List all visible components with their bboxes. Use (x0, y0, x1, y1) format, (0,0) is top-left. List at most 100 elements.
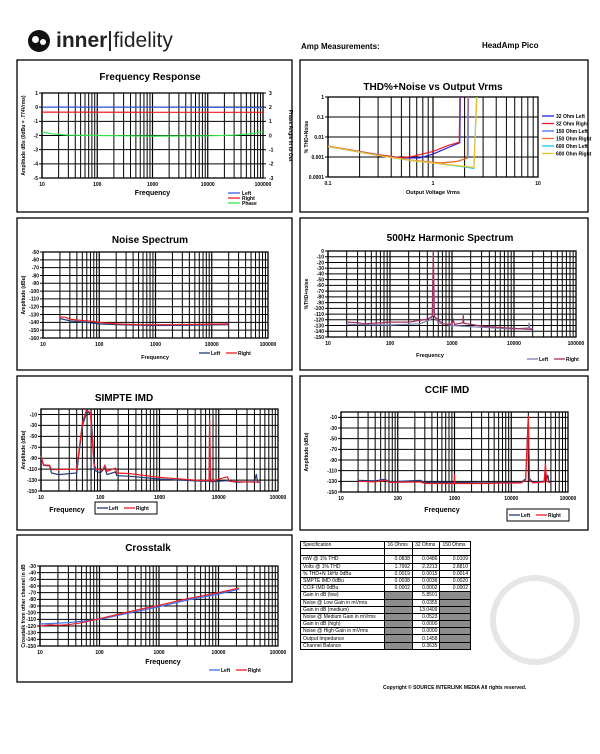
legend-label: Right (248, 668, 261, 674)
spec-label-cell: SMPTE IMD 0dBu (299, 576, 386, 586)
empty-cell (384, 591, 413, 600)
empty-cell (384, 620, 413, 629)
spec-label-cell: Gain in dB (medium) (299, 605, 386, 614)
table-row: Noise @ Low Gain in mVrms 0.0355 (299, 598, 471, 607)
y-tick-label: -130 (26, 630, 36, 636)
x-axis-label: Frequency (416, 353, 445, 359)
x-tick-label: 100000 (568, 341, 585, 347)
y2-tick-label: 0 (269, 133, 272, 139)
series-line-left (346, 253, 533, 330)
y-tick-label: -10 (330, 415, 337, 421)
x-tick-label: 100 (394, 496, 403, 502)
y-tick-label: 0 (35, 105, 38, 111)
spec-value-cell (411, 548, 441, 557)
y-axis-label: %THD+noise (304, 278, 310, 309)
y-tick-label: -90 (32, 281, 39, 287)
y-tick-label: -120 (314, 318, 324, 324)
legend-label: Left (211, 351, 221, 357)
y-tick-label: -5 (34, 176, 39, 182)
series-line-32-ohm-right (327, 96, 461, 159)
noise-chart: Noise Spectrum -50 -60-70 -80 -90 -100 -110 -12… (16, 217, 293, 371)
plot-area-border (39, 565, 279, 647)
table-row: mW @ 1% THD 0.0838 0.0486 0.0109 (299, 555, 471, 564)
y-tick-label: -80 (29, 597, 36, 603)
x-axis-label: Frequency (49, 507, 85, 514)
y-tick-label: -110 (27, 467, 37, 473)
column-header: Specification (299, 540, 386, 550)
spec-label-cell: Output Impedance (299, 634, 386, 643)
legend-label: Right (566, 357, 579, 363)
series-line-right (358, 415, 552, 485)
spec-value-cell: 13.0409 (411, 605, 441, 614)
x-tick-label: 1000 (147, 182, 158, 188)
y-tick-label: -130 (314, 323, 324, 329)
spec-label-cell: Channel Balance (299, 641, 386, 650)
y-tick-label: -30 (330, 426, 337, 432)
x-tick-label: 1 (432, 181, 435, 187)
legend-label: Left (242, 191, 252, 197)
y-tick-label: 1 (321, 95, 324, 101)
table-row: Gain in dB (low) 5.8501 (299, 591, 471, 600)
spec-value-cell: 2.2213 (411, 562, 441, 571)
innerfidelity-logo: inner fidelity (28, 28, 173, 54)
y-tick-label: -60 (317, 283, 324, 289)
x-tick-label: 10000 (507, 341, 521, 347)
x-tick-label: 100000 (260, 342, 277, 348)
x-axis-label: Frequency (424, 507, 460, 514)
column-header: 16 Ohms (384, 540, 413, 550)
y2-tick-label: -3 (269, 176, 274, 182)
spec-label-cell: CCIF IMD 0dBu (299, 584, 386, 593)
y-tick-label: 0.1 (317, 115, 324, 121)
chart-legend: Left Right (506, 508, 570, 522)
spec-label-cell: Noise @ High Gain in mVrms (299, 627, 386, 636)
y-tick-label: -50 (330, 436, 337, 442)
chart-panel-border (16, 375, 293, 531)
logo-text-bold: inner (56, 29, 108, 52)
empty-cell (384, 627, 413, 636)
chart-panel-border (299, 375, 589, 531)
legend-label: 150 Ohm Left (556, 129, 588, 135)
spec-label-cell: Gain in dB (low) (299, 591, 386, 600)
y-tick-label: -70 (330, 447, 337, 453)
table-row: Output Impedance 0.1458 (299, 634, 471, 643)
y-tick-label: -4 (34, 162, 39, 168)
x-axis-label: Frequency (141, 355, 170, 361)
legend-label: Right (238, 351, 251, 357)
x-tick-label: 10 (40, 342, 46, 348)
x-axis-label: Frequency (145, 659, 181, 666)
x-tick-label: 10 (39, 182, 45, 188)
y-tick-label: -30 (30, 423, 37, 429)
chart-legend: Left Right (527, 357, 579, 363)
harmonic-chart: 500Hz Harmonic Spectrum0-10-20-30-40-50-… (299, 217, 589, 371)
y-tick-label: -50 (30, 434, 37, 440)
y-tick-label: -150 (314, 335, 324, 341)
legend-label: 32 Ohm Right (556, 121, 589, 127)
y-tick-label: -10 (30, 412, 37, 418)
legend-label: Right (548, 513, 561, 519)
x-tick-label: 10000 (212, 650, 226, 656)
y-tick-label: -110 (29, 297, 39, 303)
section-label: Amp Measurements: (301, 42, 380, 51)
y-tick-label: -70 (317, 289, 324, 295)
spec-value-cell: 0.0036 (411, 576, 441, 586)
y-tick-label: -30 (317, 266, 324, 272)
y-tick-label: -130 (327, 479, 337, 485)
chart-legend: Left Right (199, 351, 251, 357)
y-tick-label: 1 (35, 91, 38, 97)
y-tick-label: -40 (317, 272, 324, 278)
legend-label: Right (242, 196, 255, 202)
legend-label: 600 Ohm Right (556, 151, 592, 157)
spec-value-cell: 5.8501 (411, 591, 441, 600)
x-tick-label: 1000 (153, 650, 164, 656)
chart-title: Frequency Response (99, 72, 201, 83)
y-tick-label: -90 (330, 458, 337, 464)
y-tick-label: -100 (29, 289, 39, 295)
y-tick-label: -10 (317, 255, 324, 261)
plot-area-border (327, 250, 577, 338)
table-row: Noise @ Medium Gain in mVrms 0.0523 (299, 612, 471, 622)
plot-area-border (327, 96, 539, 178)
spec-value-cell: 0.0015 (411, 569, 441, 578)
y-axis-label: Amplitude (dBu) (21, 430, 27, 469)
